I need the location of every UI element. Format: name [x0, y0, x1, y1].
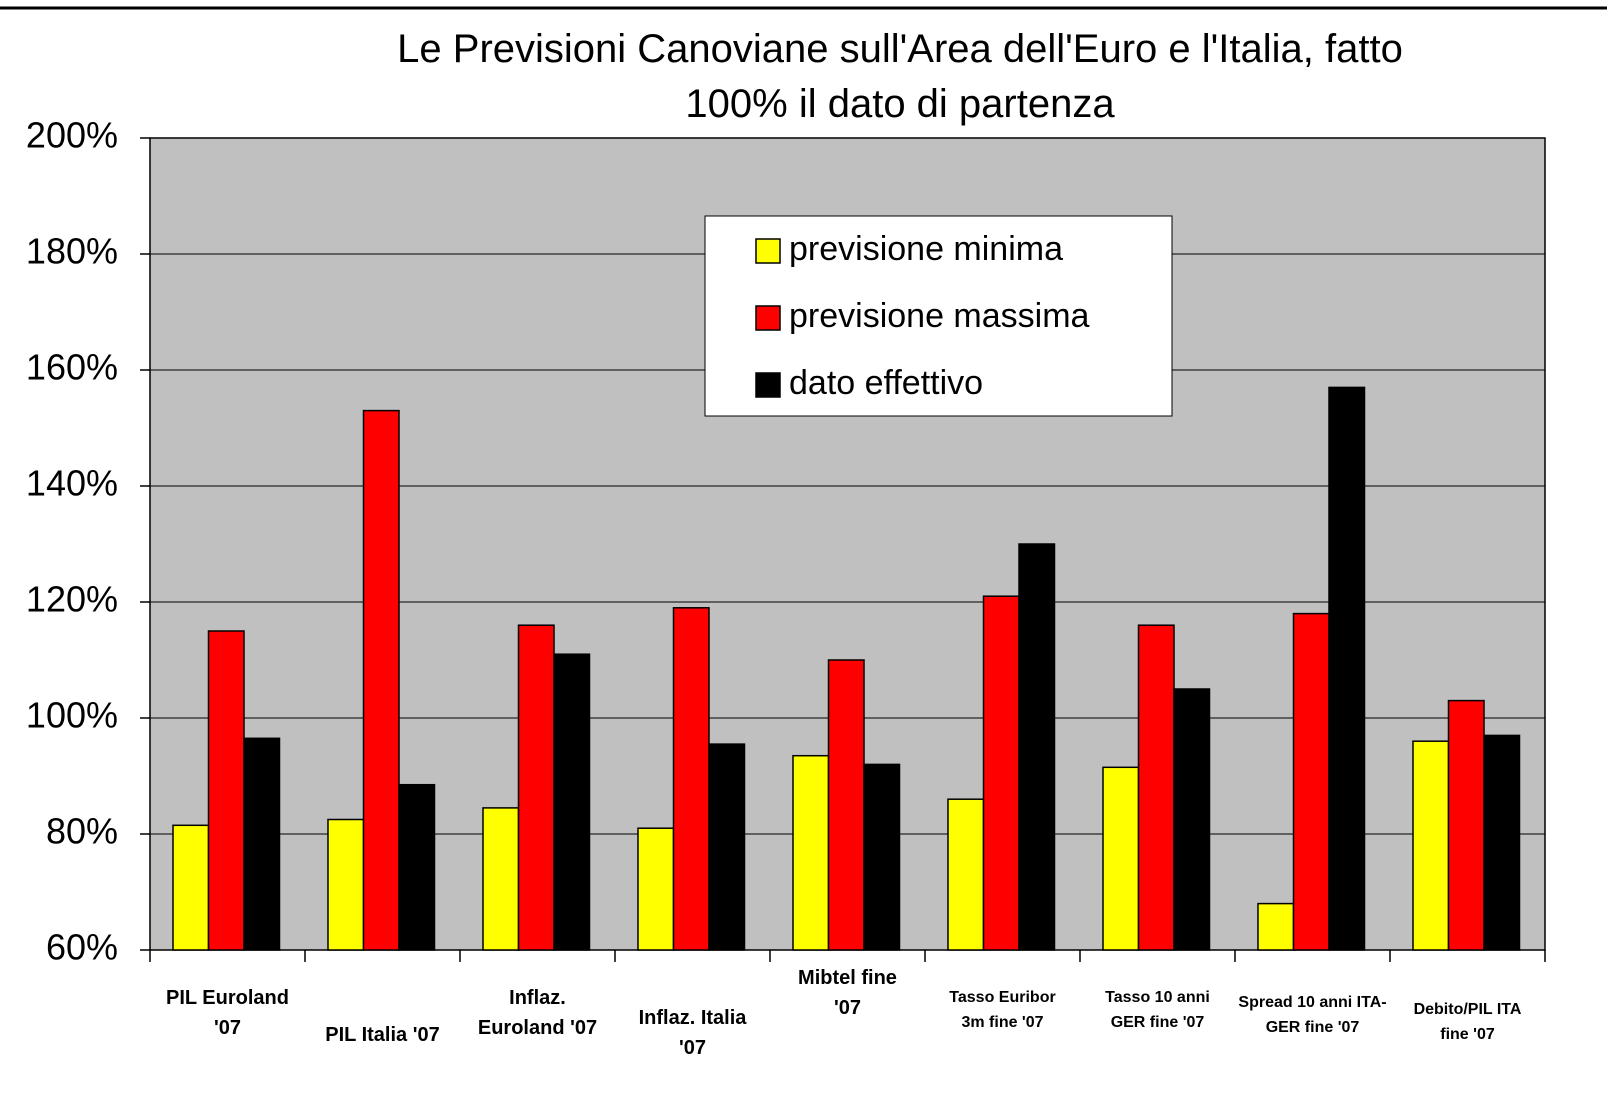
- bar: [243, 737, 281, 951]
- bar: [708, 743, 746, 951]
- bar: [1328, 386, 1366, 951]
- legend-label: previsione minima: [789, 230, 1063, 268]
- bar: [172, 824, 210, 951]
- y-tick-label: 100%: [26, 695, 118, 736]
- bar: [362, 409, 400, 951]
- y-tick-label: 140%: [26, 463, 118, 504]
- bar: [1018, 543, 1056, 951]
- legend-box: [704, 215, 1173, 417]
- x-tick-label: Tasso Euribor 3m fine '07: [949, 989, 1056, 1031]
- bar: [827, 659, 865, 951]
- bar: [947, 798, 985, 951]
- legend-swatch: [755, 305, 781, 331]
- x-tick-label: Inflaz. Italia '07: [638, 1007, 747, 1059]
- bar: [1483, 734, 1521, 951]
- y-tick-label: 80%: [46, 811, 118, 852]
- y-tick-label: 120%: [26, 579, 118, 620]
- bar: [1173, 688, 1211, 951]
- bar: [517, 624, 555, 951]
- bar: [1137, 624, 1175, 951]
- y-tick-label: 60%: [46, 927, 118, 968]
- legend-swatch: [755, 238, 781, 264]
- x-tick-label: Debito/PIL ITA fine '07: [1413, 1001, 1522, 1043]
- y-tick-label: 200%: [26, 115, 118, 156]
- x-tick-label: Spread 10 anni ITA- GER fine '07: [1238, 994, 1387, 1036]
- y-tick-label: 180%: [26, 231, 118, 272]
- bar: [637, 827, 675, 951]
- x-tick-label: Tasso 10 anni GER fine '07: [1105, 989, 1210, 1031]
- y-tick-label: 160%: [26, 347, 118, 388]
- x-tick-label: Inflaz. Euroland '07: [477, 987, 598, 1039]
- bar: [207, 630, 245, 951]
- legend-label: dato effettivo: [789, 364, 983, 402]
- bar: [863, 763, 901, 951]
- x-tick-label: Mibtel fine '07: [798, 967, 897, 1019]
- bar: [1447, 699, 1485, 951]
- bar: [398, 783, 436, 951]
- x-tick-label: PIL Italia '07: [325, 1024, 440, 1046]
- bar: [792, 754, 830, 951]
- bar: [1102, 766, 1140, 951]
- chart-title: Le Previsioni Canoviane sull'Area dell'E…: [397, 27, 1403, 126]
- bar: [982, 595, 1020, 951]
- bar: [327, 818, 365, 951]
- bar: [482, 807, 520, 951]
- x-tick-label: PIL Euroland '07: [166, 987, 289, 1039]
- bar: [553, 653, 591, 951]
- bar: [672, 607, 710, 951]
- bar: [1292, 612, 1330, 951]
- bar: [1412, 740, 1450, 951]
- legend-swatch: [755, 372, 781, 398]
- bar: [1257, 902, 1295, 951]
- legend-label: previsione massima: [789, 297, 1090, 335]
